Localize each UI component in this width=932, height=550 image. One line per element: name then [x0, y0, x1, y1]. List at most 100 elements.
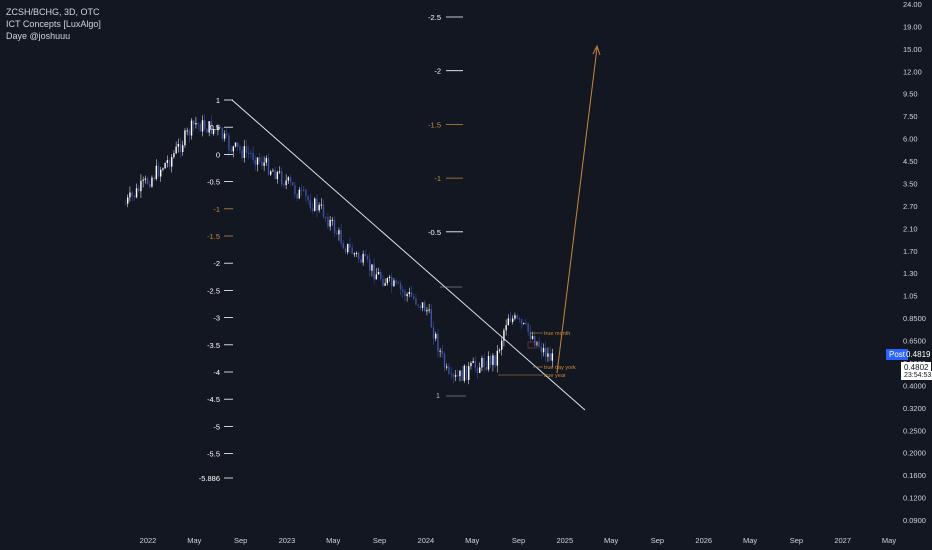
fib-left-label: -1 [213, 205, 220, 214]
candle-body [278, 171, 281, 173]
fib-small[interactable]: 1 [436, 286, 466, 400]
price-axis-tick: 0.2000 [903, 449, 926, 458]
candle-body [479, 367, 481, 373]
candle-body [127, 197, 129, 204]
candle-body [476, 367, 479, 373]
candle-body [351, 247, 353, 254]
candle-body [307, 196, 309, 201]
time-axis-tick: May [187, 536, 201, 545]
candle-body [252, 153, 254, 160]
candle-body [512, 318, 514, 322]
candle-body [193, 120, 195, 125]
countdown-badge: 23:54:53 [901, 371, 932, 380]
candle-body [164, 162, 166, 169]
candle-body [289, 177, 292, 182]
price-axis-tick: 7.50 [903, 112, 918, 121]
candle-body [179, 144, 182, 152]
time-axis[interactable]: 2022 May Sep 2023 May Sep 2024 May Sep 2025 May Sep… [140, 536, 897, 545]
fib-top-label: -0.5 [428, 228, 441, 237]
fib-small-label: 1 [436, 391, 440, 400]
candle-body [208, 121, 210, 133]
candle-body [210, 121, 213, 134]
time-axis-tick: 2023 [279, 536, 296, 545]
candle-body [463, 365, 466, 381]
candle-body [509, 318, 512, 322]
candle-body [426, 310, 428, 312]
candle-body [298, 189, 301, 199]
candle-body [263, 162, 265, 166]
candle-body [454, 375, 457, 377]
candle-body [461, 370, 463, 381]
fib-left-label: -2 [213, 259, 220, 268]
candle-body [465, 365, 468, 380]
candle-body [243, 146, 246, 158]
candle-body [223, 133, 226, 139]
candle-body [221, 127, 224, 139]
candle-body [413, 296, 415, 299]
candle-body [256, 157, 259, 165]
candle-body [331, 219, 334, 221]
fib-left-label: -2.5 [207, 286, 220, 295]
candle-body [419, 305, 422, 308]
candle-body [140, 180, 142, 192]
candle-body [303, 189, 305, 191]
candle-body [520, 319, 523, 324]
candle-body [369, 259, 371, 271]
fib-left-label: -3 [213, 314, 220, 323]
indicator-name[interactable]: ICT Concepts [LuxAlgo] [6, 19, 101, 29]
candle-body [338, 230, 340, 235]
candle-body [402, 289, 404, 292]
candle-body [254, 159, 257, 165]
candle-body [316, 198, 318, 211]
descending-trendline[interactable] [231, 99, 586, 411]
candle-body [518, 318, 521, 320]
symbol-line[interactable]: ZCSH/BCHG, 3D, OTC [6, 7, 100, 17]
fib-top-label: -2.5 [428, 13, 441, 22]
candle-body [551, 353, 554, 361]
price-axis-tick: 6.00 [903, 135, 918, 144]
candle-body [230, 150, 232, 152]
candle-body [142, 179, 144, 181]
candle-body [283, 184, 285, 186]
projection-line[interactable] [556, 47, 598, 374]
candle-body [362, 254, 364, 263]
candle-body [424, 302, 426, 312]
candle-body [496, 350, 499, 366]
candle-body [184, 130, 186, 146]
candle-body [342, 243, 345, 249]
price-axis[interactable]: 24.00 19.00 15.00 12.00 9.50 7.50 6.00 4.50 3.50… [903, 0, 926, 525]
candle-body [439, 350, 441, 352]
projection-arrow[interactable] [556, 44, 601, 374]
candle-body [177, 144, 180, 147]
candle-body [428, 309, 430, 311]
author-name[interactable]: Daye @joshuuu [6, 31, 71, 41]
candle-body [155, 165, 158, 180]
price-axis-tick: 1.05 [903, 292, 918, 301]
candle-body [507, 318, 510, 326]
candle-body [333, 219, 336, 234]
candle-body [527, 323, 529, 332]
candle-body [534, 336, 536, 346]
fib-left-label: 0 [216, 150, 220, 159]
candle-body [481, 357, 483, 368]
candle-body [415, 298, 417, 305]
candle-body [186, 130, 188, 132]
price-axis-tick: 19.00 [903, 22, 922, 31]
fib-left-label: -5.5 [207, 450, 220, 459]
candle-body [151, 177, 153, 187]
fib-extension-left[interactable]: 1 0.5 0 -0.5 -1 -1.5 -2 -2.5 -3 -3.5 -4 -4.5 -5 -5.5 -… [199, 96, 233, 483]
candle-body [232, 146, 235, 152]
time-axis-tick: 2026 [695, 536, 712, 545]
time-axis-tick: 2022 [140, 536, 157, 545]
candle-body [259, 157, 261, 162]
candle-body [336, 233, 338, 235]
candle-body [395, 280, 397, 283]
candle-body [234, 142, 237, 147]
chart-legend: ZCSH/BCHG, 3D, OTC ICT Concepts [LuxAlgo… [6, 6, 101, 42]
fib-extension-top[interactable]: -2.5 -2 -1.5 -1 -0.5 [428, 13, 463, 237]
candle-body [195, 123, 197, 125]
candle-body [382, 278, 384, 286]
candle-body [542, 348, 545, 353]
candle-body [322, 204, 325, 218]
